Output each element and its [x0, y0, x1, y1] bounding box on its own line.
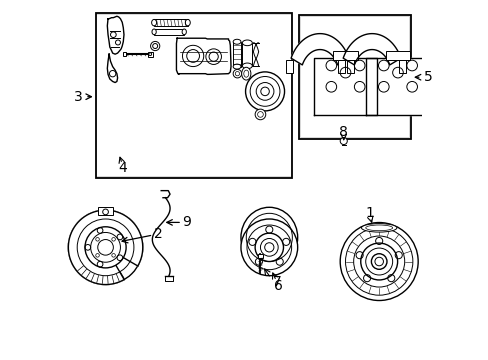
- Polygon shape: [107, 16, 124, 54]
- Text: 1: 1: [365, 206, 374, 220]
- Circle shape: [340, 138, 346, 145]
- Circle shape: [85, 227, 126, 268]
- Bar: [257, 255, 263, 258]
- Text: 5: 5: [423, 70, 431, 84]
- Ellipse shape: [182, 29, 186, 35]
- Ellipse shape: [151, 19, 156, 26]
- Bar: [148, 52, 152, 57]
- Bar: [301, 17, 408, 138]
- Ellipse shape: [361, 224, 396, 232]
- Text: 8: 8: [339, 125, 347, 139]
- Circle shape: [150, 41, 160, 51]
- Text: 7: 7: [272, 275, 281, 289]
- Bar: [299, 15, 410, 139]
- Polygon shape: [313, 58, 377, 115]
- Ellipse shape: [242, 63, 252, 69]
- Ellipse shape: [233, 64, 241, 69]
- Bar: [97, 15, 290, 176]
- Ellipse shape: [241, 67, 250, 80]
- Circle shape: [340, 222, 417, 301]
- Ellipse shape: [185, 19, 190, 26]
- Bar: [98, 207, 112, 215]
- Ellipse shape: [242, 40, 252, 46]
- Bar: [96, 13, 292, 178]
- Ellipse shape: [241, 207, 297, 267]
- Bar: [346, 60, 353, 73]
- Text: 3: 3: [74, 90, 83, 104]
- Polygon shape: [290, 33, 348, 65]
- Bar: [233, 42, 241, 67]
- Text: 2: 2: [154, 227, 163, 241]
- Polygon shape: [107, 54, 118, 82]
- Circle shape: [102, 209, 108, 215]
- Bar: [286, 60, 292, 73]
- Circle shape: [68, 210, 142, 284]
- Bar: [154, 29, 184, 35]
- Ellipse shape: [152, 29, 156, 35]
- Bar: [123, 52, 126, 56]
- Bar: [385, 51, 409, 60]
- Polygon shape: [176, 38, 230, 75]
- Circle shape: [241, 219, 297, 276]
- Polygon shape: [366, 58, 429, 115]
- Text: 9: 9: [182, 215, 191, 229]
- Bar: [332, 51, 357, 60]
- Circle shape: [245, 72, 284, 111]
- Bar: [154, 19, 187, 26]
- Bar: [242, 43, 252, 66]
- Polygon shape: [343, 33, 400, 65]
- Bar: [399, 60, 405, 73]
- Ellipse shape: [233, 39, 241, 44]
- Circle shape: [360, 243, 397, 280]
- Circle shape: [233, 69, 241, 78]
- Text: 4: 4: [118, 161, 126, 175]
- Text: 6: 6: [273, 279, 282, 293]
- Bar: [338, 60, 344, 73]
- Circle shape: [255, 109, 265, 120]
- Polygon shape: [68, 210, 142, 284]
